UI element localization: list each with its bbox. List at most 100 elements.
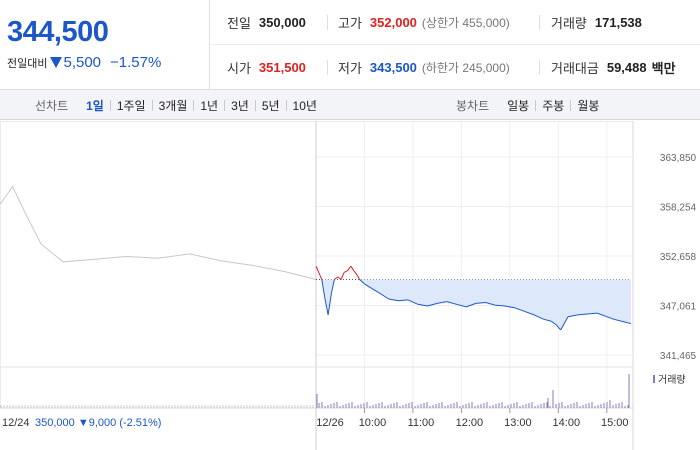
- x-tick-label: 13:00: [504, 417, 532, 429]
- intraday-chart[interactable]: 363,850 358,254 352,658 347,061 341,465 12/26…: [0, 121, 700, 450]
- x-tick-label: 11:00: [408, 417, 435, 429]
- price-segment: [334, 276, 339, 280]
- price-segment: [514, 307, 525, 312]
- tab-1-year[interactable]: 1년: [200, 98, 219, 113]
- change-percent: −1.57%: [110, 54, 162, 71]
- price-segment: [466, 302, 477, 308]
- low-cell: 저가 343,500 (하한가 245,000): [338, 45, 510, 90]
- price-segment: [555, 324, 562, 331]
- divider: [327, 60, 328, 75]
- tab-10-years[interactable]: 10년: [292, 98, 317, 113]
- price-segment: [613, 318, 622, 322]
- price-summary: 344,500 전일대비 5,500 −1.57%: [0, 0, 210, 90]
- price-segment: [321, 279, 326, 298]
- chart-tab-bar: 선차트 1일 1주일 3개월 1년 3년 5년 10년 봉차트 일봉 주봉 월봉: [0, 90, 700, 120]
- tab-daily-candle[interactable]: 일봉: [507, 98, 530, 113]
- high-cell: 고가 352,000 (상한가 455,000): [338, 0, 510, 45]
- price-segment: [327, 292, 332, 315]
- high-value: 352,000: [369, 15, 417, 30]
- price-segment: [475, 302, 486, 304]
- prev-close-value: 350,000: [258, 15, 306, 30]
- price-segment: [567, 314, 578, 318]
- trade-value-unit: 백만: [651, 61, 676, 76]
- price-segment: [371, 287, 380, 294]
- price-segment: [533, 314, 545, 320]
- x-tick-label: 14:00: [553, 417, 581, 429]
- divider: [285, 99, 287, 111]
- upper-limit: (상한가 455,000): [421, 16, 510, 30]
- x-tick-label: 12/26: [316, 417, 344, 429]
- divider: [254, 99, 256, 111]
- tab-5-years[interactable]: 5년: [261, 98, 280, 113]
- change-amount: 5,500: [63, 54, 102, 71]
- y-tick-label: 341,465: [660, 351, 697, 362]
- price-segment: [350, 265, 355, 271]
- down-triangle-icon: [50, 57, 63, 68]
- price-segment: [587, 312, 598, 315]
- candle-chart-periods: 봉차트 일봉 주봉 월봉: [456, 90, 605, 120]
- price-segment: [621, 320, 632, 325]
- tab-3-months[interactable]: 3개월: [158, 98, 188, 113]
- low-label: 저가: [338, 61, 362, 76]
- low-value: 343,500: [369, 60, 417, 75]
- price-segment: [495, 304, 506, 307]
- divider: [224, 99, 226, 111]
- divider: [535, 99, 537, 111]
- tab-monthly-candle[interactable]: 월봉: [577, 98, 600, 113]
- price-segment: [606, 316, 615, 320]
- previous-day-summary: 350,000 ▼9,000 (-2.51%): [35, 417, 161, 429]
- x-tick-label: 15:00: [601, 417, 629, 429]
- tab-weekly-candle[interactable]: 주봉: [542, 98, 565, 113]
- tab-1-day[interactable]: 1일: [86, 98, 104, 113]
- price-segment: [331, 279, 335, 293]
- open-value: 351,500: [258, 60, 306, 75]
- tab-1-week[interactable]: 1주일: [116, 98, 146, 113]
- price-segment: [427, 302, 438, 307]
- below-prev-close-area: [316, 279, 631, 330]
- volume-legend-label: 거래량: [658, 374, 686, 386]
- lower-limit: (하한가 245,000): [421, 61, 510, 75]
- open-cell: 시가 351,500: [227, 45, 306, 90]
- divider: [570, 99, 572, 111]
- divider: [193, 99, 195, 111]
- volume-value: 171,538: [594, 15, 642, 30]
- prev-close-cell: 전일 350,000: [227, 0, 306, 45]
- divider: [539, 60, 540, 75]
- volume-cell: 거래량 171,538: [551, 0, 642, 45]
- stats-row: 전일 350,000 고가 352,000 (상한가 455,000) 거래량 …: [211, 0, 700, 45]
- previous-day-line: [0, 185, 317, 280]
- price-segment: [485, 302, 496, 306]
- price-segment: [319, 274, 323, 280]
- price-segment: [388, 298, 399, 302]
- price-segment: [504, 305, 515, 309]
- price-segment: [577, 313, 588, 316]
- candle-chart-title: 봉차트: [456, 98, 490, 113]
- change-label: 전일대비: [7, 57, 48, 70]
- price-segment: [356, 274, 361, 280]
- change-row: 전일대비 5,500 −1.57%: [7, 54, 161, 71]
- open-label: 시가: [227, 61, 251, 76]
- divider: [109, 99, 111, 111]
- price-segment: [343, 270, 348, 273]
- quote-header: 344,500 전일대비 5,500 −1.57% 전일 350,000 고가 …: [0, 0, 700, 90]
- divider: [151, 99, 153, 111]
- divider: [539, 15, 540, 30]
- price-segment: [524, 310, 535, 316]
- volume-legend-swatch: [653, 375, 655, 383]
- price-segment: [456, 303, 467, 308]
- price-segment: [337, 276, 342, 280]
- line-chart-title: 선차트: [35, 98, 69, 113]
- chart-canvas: 363,850 358,254 352,658 347,061 341,465 12/26…: [0, 121, 697, 450]
- price-segment: [359, 279, 365, 285]
- current-price: 344,500: [7, 16, 109, 48]
- x-tick-label: 12:00: [456, 417, 484, 429]
- x-tick-label: 10:00: [359, 417, 387, 429]
- price-segment: [407, 299, 419, 305]
- trade-value-cell: 거래대금 59,488 백만: [551, 45, 676, 90]
- price-segment: [347, 265, 352, 272]
- price-segment: [417, 303, 428, 307]
- price-segment: [378, 292, 389, 300]
- tab-3-years[interactable]: 3년: [231, 98, 249, 113]
- y-tick-label: 358,254: [660, 203, 697, 214]
- price-segment: [543, 318, 552, 322]
